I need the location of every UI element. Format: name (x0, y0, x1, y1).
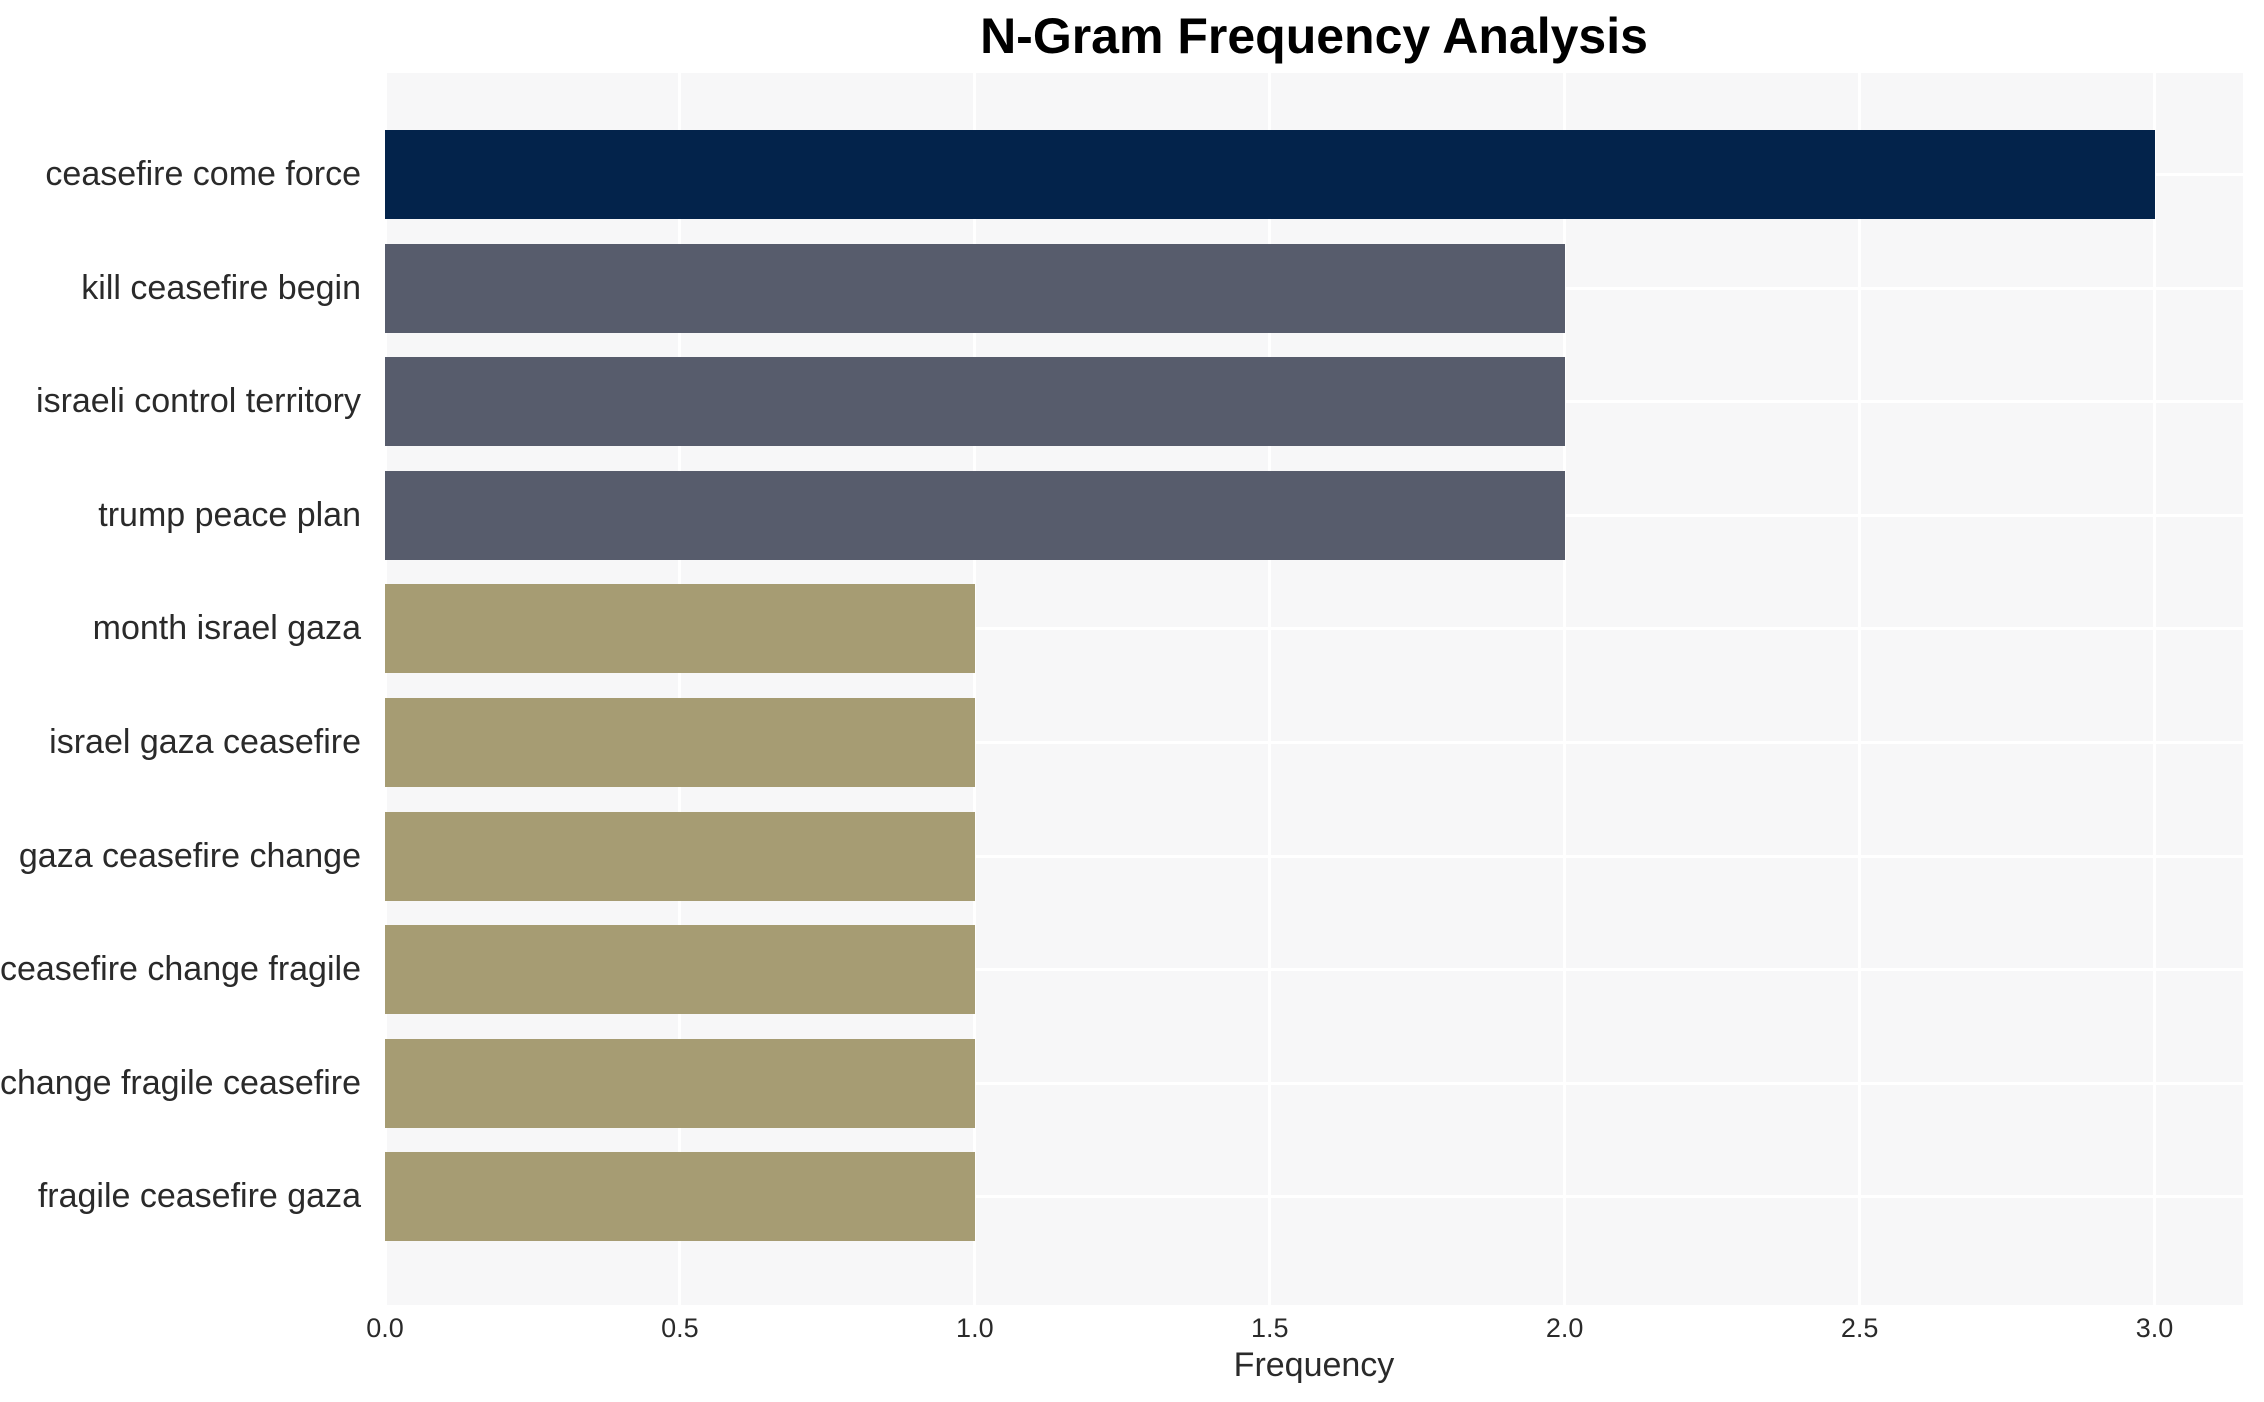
y-axis-category-label: ceasefire come force (45, 155, 361, 193)
y-axis-category-label: fragile ceasefire gaza (37, 1177, 361, 1216)
x-axis-label: Frequency (1233, 1346, 1395, 1384)
h-gridline (385, 968, 2243, 972)
x-axis-tick-label: 2.5 (1840, 1313, 1879, 1343)
h-gridline (385, 1081, 2243, 1085)
bar (385, 925, 975, 1015)
h-gridline (385, 1195, 2243, 1199)
v-gridline (678, 73, 682, 1305)
v-gridline (1268, 73, 1272, 1305)
x-axis-tick-label: 3.0 (2135, 1313, 2174, 1343)
bar (385, 1038, 975, 1128)
y-axis-category-label: ceasefire change fragile (0, 950, 361, 989)
v-gridline (2153, 73, 2157, 1305)
plot-area (383, 73, 2243, 1305)
x-axis-tick-label: 1.5 (1250, 1313, 1289, 1343)
y-axis-category-label: month israel gaza (92, 609, 361, 648)
h-gridline (385, 627, 2243, 631)
y-axis-labels: ceasefire come force kill ceasefire begin… (0, 73, 373, 1305)
y-axis-category-label: kill ceasefire begin (81, 268, 361, 307)
bar (385, 130, 2155, 219)
bar (385, 584, 975, 674)
h-gridline (385, 741, 2243, 744)
bar (385, 811, 975, 901)
y-axis-category-label: trump peace plan (98, 495, 361, 534)
y-axis-category-label: israel gaza ceasefire (49, 723, 361, 761)
chart-title: N-Gram Frequency Analysis (980, 8, 1648, 64)
y-axis-category-label: gaza ceasefire change (18, 836, 361, 875)
x-axis-tick-label: 0.5 (661, 1313, 699, 1343)
v-gridline (383, 73, 387, 1305)
h-gridline (385, 854, 2243, 858)
v-gridline (1858, 73, 1862, 1305)
v-gridline (1563, 73, 1567, 1305)
x-axis-ticks: 0.0 0.5 1.0 1.5 2.0 2.5 3.0 (366, 1313, 2243, 1347)
bar (385, 357, 1565, 447)
bar (385, 1152, 975, 1242)
v-gridline (973, 73, 977, 1305)
bar (385, 243, 1565, 333)
y-axis-category-label: israeli control territory (36, 382, 361, 421)
x-axis-tick-label: 0.0 (366, 1313, 404, 1343)
x-axis-tick-label: 2.0 (1545, 1313, 1584, 1343)
bar (385, 470, 1565, 560)
bar (385, 698, 975, 787)
y-axis-category-label: change fragile ceasefire (0, 1063, 361, 1102)
x-axis-tick-label: 1.0 (956, 1313, 994, 1343)
